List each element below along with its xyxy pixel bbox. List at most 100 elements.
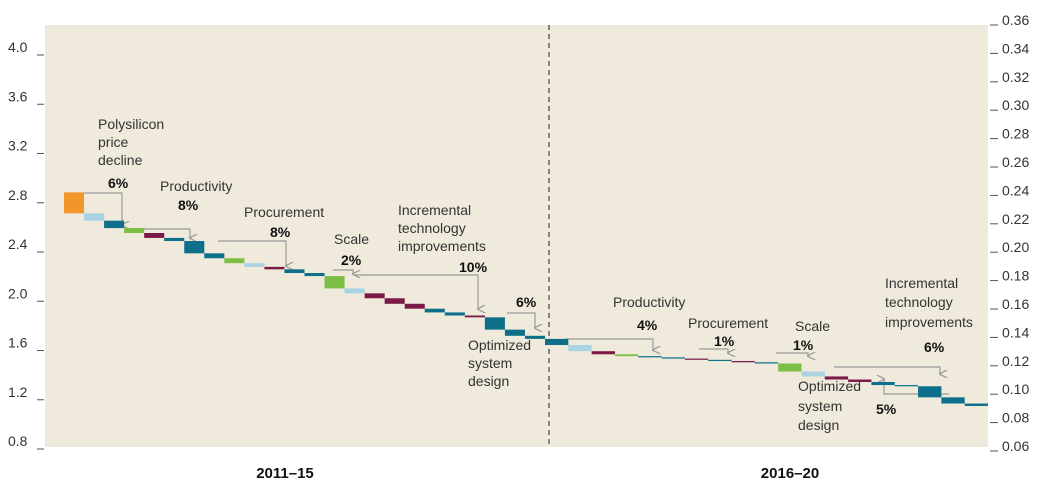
annotation: price [98, 134, 129, 150]
annotation-pct: 10% [459, 259, 488, 275]
y-tick-label: 3.2 [8, 138, 28, 154]
annotations: Polysilicon price decline 6% Productivit… [98, 116, 973, 433]
waterfall-bar [64, 192, 85, 214]
waterfall-bar [801, 371, 825, 377]
waterfall-bar [754, 362, 779, 364]
y2-tick-label: 0.14 [1002, 324, 1029, 340]
waterfall-bar [661, 357, 685, 359]
waterfall-bar [524, 335, 545, 339]
waterfall-bar [894, 385, 919, 387]
y2-tick-label: 0.34 [1002, 40, 1029, 56]
y2-tick-label: 0.10 [1002, 381, 1029, 397]
waterfall-bar [638, 356, 662, 358]
bracket [141, 228, 190, 238]
waterfall-bar [918, 386, 942, 398]
annotation-pct: 5% [876, 401, 897, 417]
waterfall-bar [344, 288, 365, 294]
waterfall-bar [144, 233, 165, 238]
annotation-pct: 4% [637, 317, 658, 333]
bracket [565, 338, 653, 350]
waterfall-bar [244, 263, 265, 267]
waterfall-bar [708, 359, 732, 362]
annotation-pct: 8% [178, 197, 199, 213]
y-tick-label: 1.6 [8, 335, 28, 351]
y2-tick-label: 0.12 [1002, 353, 1029, 369]
waterfall-bar [504, 329, 525, 336]
waterfall-bar [871, 381, 895, 386]
y-tick-label: 1.2 [8, 384, 28, 400]
annotation: technology [398, 220, 466, 236]
waterfall-bar [591, 351, 615, 355]
bracket [507, 312, 535, 328]
y2-tick-label: 0.30 [1002, 97, 1029, 113]
waterfall-bar [484, 317, 505, 330]
annotation: Productivity [613, 294, 685, 310]
waterfall-bar [124, 228, 145, 233]
bracket [699, 348, 728, 353]
y2-tick-label: 0.06 [1002, 438, 1029, 454]
waterfall-bar [545, 338, 569, 346]
annotation: system [468, 355, 512, 371]
waterfall-bar [464, 315, 485, 318]
annotation: technology [885, 294, 953, 310]
y2-tick-label: 0.36 [1002, 12, 1029, 28]
waterfall-bar [964, 403, 988, 406]
waterfall-bar [731, 361, 755, 363]
waterfall-bar [264, 266, 285, 270]
y-tick-label: 3.6 [8, 88, 28, 104]
waterfall-bar [104, 220, 125, 229]
annotation-pct: 1% [714, 333, 735, 349]
bracket [834, 366, 940, 374]
waterfall-bar [424, 308, 445, 313]
waterfall-bar [848, 379, 872, 382]
waterfall-bar [444, 312, 465, 316]
y2-tick-label: 0.08 [1002, 410, 1029, 426]
waterfall-bar [84, 213, 105, 221]
waterfall-bar [404, 303, 425, 309]
bracket [353, 274, 478, 309]
bracket [333, 269, 353, 274]
waterfall-bar [304, 273, 325, 277]
annotation-pct: 6% [924, 339, 945, 355]
annotation: Procurement [244, 204, 324, 220]
annotation: Productivity [160, 178, 232, 194]
annotation: improvements [885, 314, 973, 330]
annotation: design [468, 373, 509, 389]
annotation-pct: 6% [108, 175, 129, 191]
annotation: Incremental [885, 275, 958, 291]
y2-tick-label: 0.32 [1002, 69, 1029, 85]
annotation: Optimized [798, 378, 861, 394]
annotation: system [798, 398, 842, 414]
annotation: design [798, 417, 839, 433]
waterfall-bar [184, 241, 205, 254]
y2-tick-label: 0.28 [1002, 126, 1029, 142]
annotation: Scale [795, 318, 830, 334]
y2-tick-label: 0.16 [1002, 296, 1029, 312]
annotation: Incremental [398, 202, 471, 218]
annotation: Scale [334, 231, 369, 247]
waterfall-bar [164, 237, 185, 242]
y2-tick-label: 0.26 [1002, 154, 1029, 170]
annotation-pct: 8% [270, 224, 291, 240]
y-tick-label: 2.4 [8, 236, 28, 252]
period-label: 2016–20 [761, 465, 819, 482]
waterfall-bar [614, 354, 639, 357]
y2-tick-label: 0.22 [1002, 211, 1029, 227]
waterfall-bar [568, 345, 592, 352]
waterfall-bar [224, 258, 245, 264]
annotation: decline [98, 152, 143, 168]
annotation: Procurement [688, 315, 768, 331]
y-tick-label: 2.0 [8, 285, 28, 301]
y2-tick-label: 0.18 [1002, 268, 1029, 284]
bracket [218, 240, 286, 266]
y-tick-label: 2.8 [8, 187, 28, 203]
waterfall-bar [324, 276, 345, 289]
annotation: Optimized [468, 337, 531, 353]
waterfall-bar [778, 363, 802, 372]
annotation-pct: 2% [341, 252, 362, 268]
waterfall-bar [684, 358, 709, 360]
annotation: Polysilicon [98, 116, 164, 132]
waterfall-bar [384, 298, 405, 304]
waterfall-bar [204, 253, 225, 259]
